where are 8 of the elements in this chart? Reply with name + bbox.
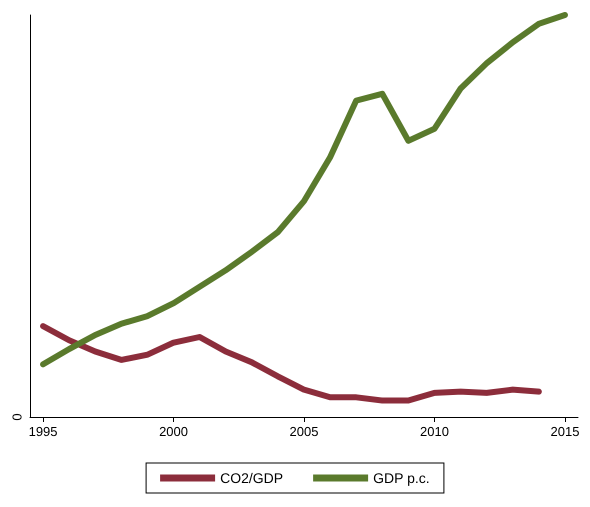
x-tick-label: 2015 <box>550 424 580 439</box>
legend-label: GDP p.c. <box>373 470 430 486</box>
legend-label: CO2/GDP <box>220 470 284 486</box>
x-tick-label: 1995 <box>28 424 58 439</box>
x-tick-label: 2010 <box>420 424 449 439</box>
x-tick-label: 2005 <box>290 424 318 439</box>
text: 0 <box>10 413 24 421</box>
x-tick-label: 2000 <box>159 424 188 439</box>
